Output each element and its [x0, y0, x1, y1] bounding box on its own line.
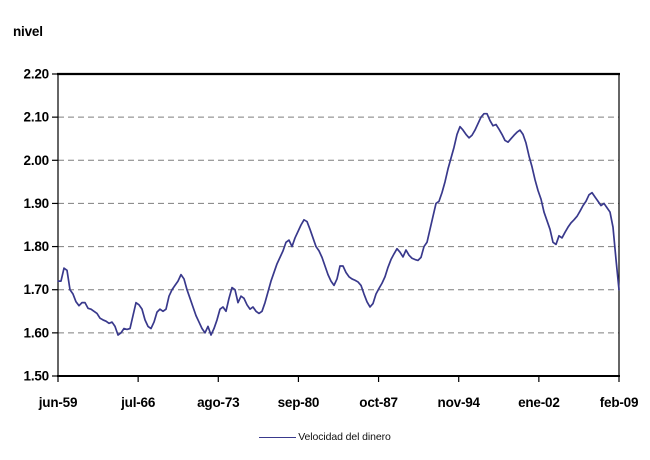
y-tick-label: 1.80	[24, 239, 49, 254]
plot-border	[57, 73, 620, 377]
y-tick-label: 2.10	[24, 110, 49, 125]
x-tick-label: oct-87	[359, 395, 398, 410]
y-tick-label: 2.00	[24, 153, 49, 168]
x-tick-label: jun-59	[38, 395, 78, 410]
y-tick-label: 1.70	[24, 282, 49, 297]
legend-label: Velocidad del dinero	[298, 431, 391, 443]
legend: Velocidad del dinero	[0, 429, 650, 445]
x-tick-label: jul-66	[120, 395, 156, 410]
x-tick-label: sep-80	[278, 395, 320, 410]
y-tick-label: 1.50	[24, 369, 49, 384]
x-tick-label: ene-02	[518, 395, 560, 410]
x-tick-label: nov-94	[438, 395, 481, 410]
y-tick-label: 1.60	[24, 325, 49, 340]
y-axis-title: nivel	[13, 24, 43, 39]
x-tick-label: feb-09	[600, 395, 639, 410]
velocity-series-line	[57, 112, 620, 336]
y-tick-label: 1.90	[24, 196, 49, 211]
y-tick-label: 2.20	[24, 67, 49, 82]
legend-line-swatch	[259, 436, 297, 438]
x-tick-label: ago-73	[197, 395, 240, 410]
